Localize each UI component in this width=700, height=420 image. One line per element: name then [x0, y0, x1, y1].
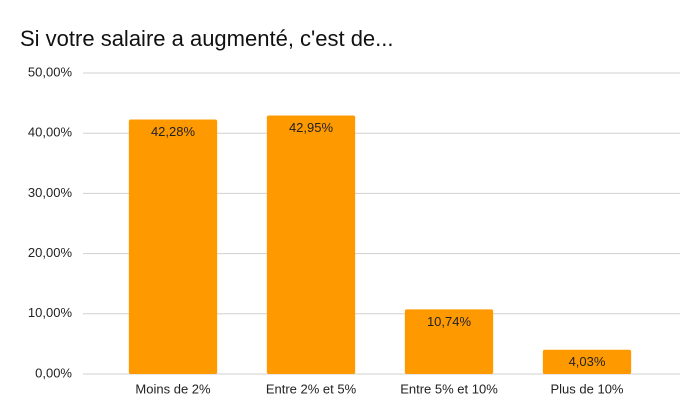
- data-label: 42,28%: [151, 124, 196, 139]
- bar: [404, 309, 494, 374]
- y-tick-label: 20,00%: [28, 245, 73, 260]
- x-tick-label: Entre 5% et 10%: [400, 381, 498, 396]
- bar: [128, 119, 218, 375]
- chart-title: Si votre salaire a augmenté, c'est de...: [20, 26, 394, 51]
- x-tick-label: Plus de 10%: [551, 381, 624, 396]
- data-label: 4,03%: [569, 354, 606, 369]
- x-tick-label: Entre 2% et 5%: [266, 381, 357, 396]
- bar: [542, 349, 632, 374]
- bar: [266, 115, 356, 374]
- y-tick-label: 40,00%: [28, 125, 73, 140]
- y-tick-label: 10,00%: [28, 305, 73, 320]
- x-tick-label: Moins de 2%: [135, 381, 211, 396]
- y-tick-label: 50,00%: [28, 64, 73, 79]
- y-tick-label: 30,00%: [28, 185, 73, 200]
- data-label: 42,95%: [289, 120, 334, 135]
- y-tick-label: 0,00%: [35, 365, 72, 380]
- data-label: 10,74%: [427, 314, 472, 329]
